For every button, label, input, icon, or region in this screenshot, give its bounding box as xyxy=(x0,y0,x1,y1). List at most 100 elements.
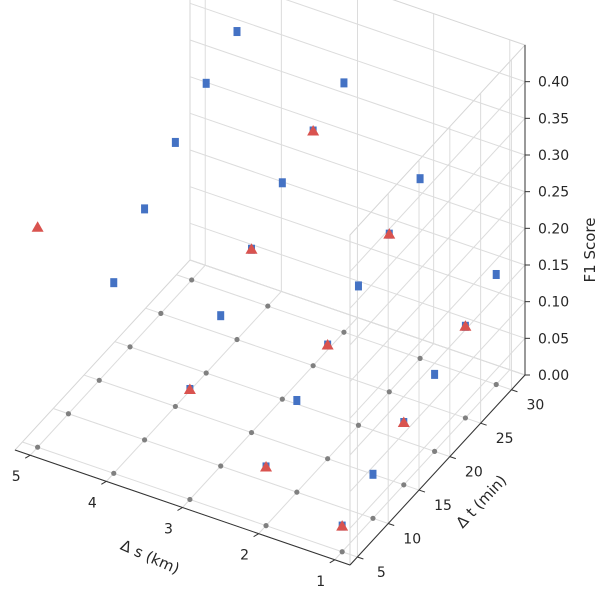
data-point-triangle xyxy=(245,243,258,254)
z-grid-line-right xyxy=(349,191,526,383)
x-tick-label: 3 xyxy=(164,522,173,538)
y-tick-label: 20 xyxy=(465,465,483,481)
y-tick-mark xyxy=(480,422,487,426)
x-tick-label: 4 xyxy=(88,495,97,511)
data-point-circle xyxy=(189,277,195,283)
data-point-square xyxy=(278,178,286,188)
data-point-square xyxy=(340,78,348,88)
data-point-circle xyxy=(218,463,224,469)
y-tick-label: 30 xyxy=(527,398,545,414)
data-point-circle xyxy=(417,355,423,361)
z-axis-label: F1 Score xyxy=(581,218,598,283)
z-grid-line-left xyxy=(189,112,526,229)
data-point-circle xyxy=(248,429,255,436)
data-point-circle xyxy=(462,415,469,421)
x-tick-mark xyxy=(24,454,31,459)
x-tick-mark xyxy=(253,533,259,538)
data-point-triangle xyxy=(183,383,196,394)
data-point-square xyxy=(217,311,225,321)
z-tick-label: 0.05 xyxy=(538,331,569,347)
y-tick-mark xyxy=(418,489,426,493)
data-point-triangle xyxy=(260,460,273,472)
data-point-square xyxy=(492,269,500,279)
data-point-circle xyxy=(203,370,209,376)
data-point-square xyxy=(110,278,118,288)
data-point-square xyxy=(202,78,210,88)
data-point-circle xyxy=(401,482,407,488)
data-point-circle xyxy=(158,310,164,316)
data-point-circle xyxy=(325,456,331,462)
data-point-circle xyxy=(172,403,178,410)
z-grid-line-right xyxy=(349,117,526,309)
data-point-square xyxy=(354,281,362,291)
z-grid-line-left xyxy=(189,2,526,119)
data-point-circle xyxy=(310,363,316,369)
data-point-square xyxy=(369,469,377,479)
z-grid-line-right xyxy=(349,301,526,493)
data-point-square xyxy=(293,395,301,405)
z-grid-line-left xyxy=(189,76,526,193)
data-point-circle xyxy=(187,496,193,503)
y-tick-mark xyxy=(388,523,395,526)
data-point-triangle xyxy=(383,228,396,239)
x-axis-label: Δ s (km) xyxy=(118,536,183,578)
data-point-triangle xyxy=(307,125,320,136)
data-point-circle xyxy=(141,437,148,443)
y-tick-label: 10 xyxy=(403,532,421,548)
data-point-square xyxy=(141,204,149,214)
z-grid-line-left xyxy=(189,186,526,303)
data-point-square xyxy=(416,174,424,184)
z-tick-label: 0.40 xyxy=(538,75,569,91)
x-tick-label: 2 xyxy=(240,548,249,564)
data-point-circle xyxy=(127,344,133,350)
data-point-square xyxy=(233,27,241,37)
y-axis-line xyxy=(349,374,526,566)
axis-ticks: 1 2 3 4 5 5 10 15 20 25 30 0.00 0.05 0.10 0.15 0.20 0.25… xyxy=(12,45,569,590)
y-tick-label: 5 xyxy=(377,565,386,581)
y-tick-mark xyxy=(511,389,518,393)
data-point-circle xyxy=(96,377,102,383)
z-tick-label: 0.10 xyxy=(538,295,569,311)
data-point-triangle xyxy=(397,416,410,428)
grid-lines xyxy=(22,0,526,566)
data-point-circle xyxy=(65,411,72,417)
x-tick-label: 1 xyxy=(316,574,325,590)
x-grid-line-floor xyxy=(105,291,282,482)
data-point-circle xyxy=(386,389,392,395)
z-tick-label: 0.00 xyxy=(538,368,569,384)
data-point-circle xyxy=(234,336,240,343)
z-grid-line-right xyxy=(349,264,526,456)
data-point-circle xyxy=(35,444,41,450)
x-tick-mark xyxy=(329,559,336,564)
z-grid-line-left xyxy=(189,259,526,376)
y-tick-label: 15 xyxy=(434,498,452,514)
axes-panes xyxy=(14,0,526,567)
z-grid-line-left xyxy=(285,0,526,83)
data-point-square xyxy=(171,137,179,147)
data-point-circle xyxy=(339,549,345,555)
y-tick-label: 25 xyxy=(496,431,514,447)
data-point-triangle xyxy=(459,320,472,331)
z-tick-label: 0.25 xyxy=(538,185,569,201)
x-grid-line-floor xyxy=(334,369,511,561)
z-tick-label: 0.30 xyxy=(538,148,569,164)
z-grid-line-left xyxy=(189,39,526,156)
x-tick-mark xyxy=(101,480,107,485)
data-point-triangle xyxy=(31,221,44,232)
data-point-circle xyxy=(355,422,362,428)
data-point-circle xyxy=(263,523,269,529)
y-tick-mark xyxy=(449,456,456,460)
z-grid-line-right xyxy=(349,154,526,346)
z-grid-line-right xyxy=(349,337,526,529)
data-point-circle xyxy=(431,448,438,454)
data-points xyxy=(31,27,500,555)
data-point-circle xyxy=(265,303,271,309)
data-point-circle xyxy=(111,470,117,476)
x-tick-mark xyxy=(177,507,183,511)
x-grid-line-floor xyxy=(29,264,206,456)
z-grid-line-left xyxy=(189,149,526,266)
z-grid-line-right xyxy=(349,81,526,273)
data-point-circle xyxy=(341,329,347,335)
data-point-circle xyxy=(294,489,300,495)
